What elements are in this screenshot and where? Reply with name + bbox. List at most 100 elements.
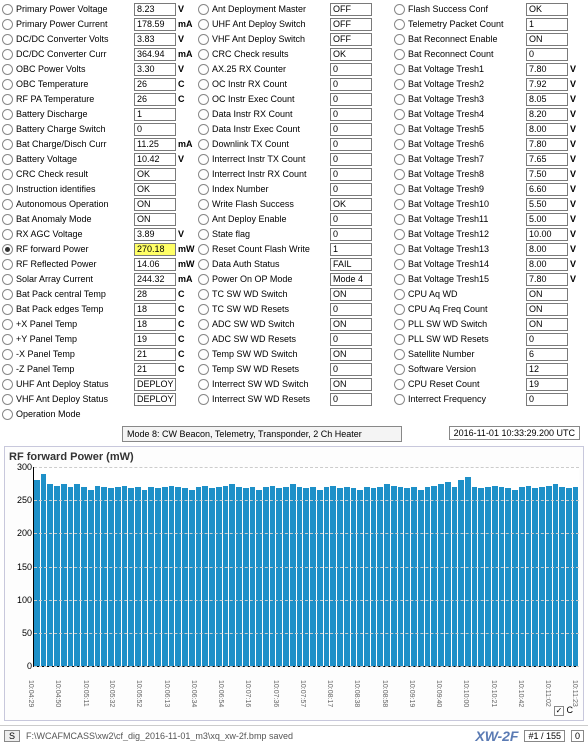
- select-radio[interactable]: [394, 379, 405, 390]
- select-radio[interactable]: [394, 319, 405, 330]
- select-radio[interactable]: [394, 199, 405, 210]
- select-radio[interactable]: [394, 364, 405, 375]
- select-radio[interactable]: [2, 4, 13, 15]
- select-radio[interactable]: [394, 259, 405, 270]
- telemetry-row: Bat Voltage Tresh96.60V: [394, 182, 586, 196]
- select-radio[interactable]: [2, 214, 13, 225]
- select-radio[interactable]: [198, 319, 209, 330]
- field-label: OC Instr RX Count: [212, 79, 328, 89]
- select-radio[interactable]: [394, 229, 405, 240]
- select-radio[interactable]: [198, 379, 209, 390]
- select-radio[interactable]: [2, 199, 13, 210]
- select-radio[interactable]: [394, 109, 405, 120]
- chart-bar: [519, 487, 526, 666]
- telemetry-row: Bat Voltage Tresh27.92V: [394, 77, 586, 91]
- chart-plot: 10:04:2910:04:5010:05:1110:05:3210:05:52…: [33, 467, 579, 667]
- select-radio[interactable]: [2, 94, 13, 105]
- save-button[interactable]: S: [4, 730, 20, 742]
- select-radio[interactable]: [394, 184, 405, 195]
- select-radio[interactable]: [394, 49, 405, 60]
- select-radio[interactable]: [2, 289, 13, 300]
- field-value: 8.00: [526, 123, 568, 136]
- select-radio[interactable]: [198, 19, 209, 30]
- telemetry-row: CPU Reset Count19: [394, 377, 586, 391]
- select-radio[interactable]: [198, 4, 209, 15]
- field-unit: V: [178, 4, 194, 14]
- select-radio[interactable]: [2, 319, 13, 330]
- select-radio[interactable]: [198, 289, 209, 300]
- select-radio[interactable]: [198, 94, 209, 105]
- select-radio[interactable]: [198, 199, 209, 210]
- select-radio[interactable]: [2, 274, 13, 285]
- select-radio[interactable]: [394, 79, 405, 90]
- select-radio[interactable]: [2, 154, 13, 165]
- select-radio[interactable]: [2, 259, 13, 270]
- select-radio[interactable]: [394, 214, 405, 225]
- select-radio[interactable]: [2, 364, 13, 375]
- select-radio[interactable]: [2, 229, 13, 240]
- field-label: Downlink TX Count: [212, 139, 328, 149]
- select-radio[interactable]: [198, 259, 209, 270]
- chart-checkbox[interactable]: ✓: [554, 706, 564, 716]
- select-radio[interactable]: [198, 79, 209, 90]
- select-radio[interactable]: [394, 304, 405, 315]
- select-radio[interactable]: [394, 394, 405, 405]
- select-radio[interactable]: [2, 49, 13, 60]
- select-radio[interactable]: [198, 304, 209, 315]
- select-radio[interactable]: [2, 394, 13, 405]
- select-radio[interactable]: [198, 184, 209, 195]
- select-radio[interactable]: [394, 4, 405, 15]
- select-radio[interactable]: [198, 34, 209, 45]
- select-radio[interactable]: [394, 154, 405, 165]
- select-radio[interactable]: [2, 34, 13, 45]
- select-radio[interactable]: [394, 139, 405, 150]
- select-radio[interactable]: [394, 94, 405, 105]
- select-radio[interactable]: [2, 184, 13, 195]
- select-radio[interactable]: [2, 379, 13, 390]
- select-radio[interactable]: [198, 109, 209, 120]
- select-radio[interactable]: [198, 214, 209, 225]
- page-stepper[interactable]: 0: [571, 730, 584, 742]
- select-radio[interactable]: [198, 364, 209, 375]
- telemetry-row: Satellite Number6: [394, 347, 586, 361]
- select-radio[interactable]: [2, 79, 13, 90]
- field-value: 0: [330, 303, 372, 316]
- select-radio[interactable]: [394, 244, 405, 255]
- select-radio[interactable]: [198, 169, 209, 180]
- select-radio[interactable]: [394, 274, 405, 285]
- select-radio[interactable]: [198, 64, 209, 75]
- select-radio[interactable]: [394, 64, 405, 75]
- select-radio[interactable]: [2, 64, 13, 75]
- select-radio[interactable]: [198, 139, 209, 150]
- select-radio[interactable]: [394, 124, 405, 135]
- field-value: ON: [526, 318, 568, 331]
- select-radio[interactable]: [2, 109, 13, 120]
- select-radio[interactable]: [394, 334, 405, 345]
- select-radio[interactable]: [198, 274, 209, 285]
- select-radio[interactable]: [198, 154, 209, 165]
- select-radio[interactable]: [394, 289, 405, 300]
- select-radio[interactable]: [2, 334, 13, 345]
- select-radio[interactable]: [2, 19, 13, 30]
- select-radio[interactable]: [198, 49, 209, 60]
- select-radio[interactable]: [198, 394, 209, 405]
- select-radio[interactable]: [2, 244, 13, 255]
- select-radio[interactable]: [2, 409, 13, 420]
- select-radio[interactable]: [2, 139, 13, 150]
- select-radio[interactable]: [198, 229, 209, 240]
- select-radio[interactable]: [394, 349, 405, 360]
- select-radio[interactable]: [2, 169, 13, 180]
- select-radio[interactable]: [394, 34, 405, 45]
- field-value: 0: [330, 213, 372, 226]
- select-radio[interactable]: [2, 304, 13, 315]
- select-radio[interactable]: [198, 349, 209, 360]
- select-radio[interactable]: [198, 244, 209, 255]
- select-radio[interactable]: [198, 124, 209, 135]
- select-radio[interactable]: [198, 334, 209, 345]
- select-radio[interactable]: [394, 19, 405, 30]
- select-radio[interactable]: [2, 349, 13, 360]
- chart-bar: [566, 488, 573, 666]
- select-radio[interactable]: [2, 124, 13, 135]
- field-label: CPU Aq WD: [408, 289, 524, 299]
- select-radio[interactable]: [394, 169, 405, 180]
